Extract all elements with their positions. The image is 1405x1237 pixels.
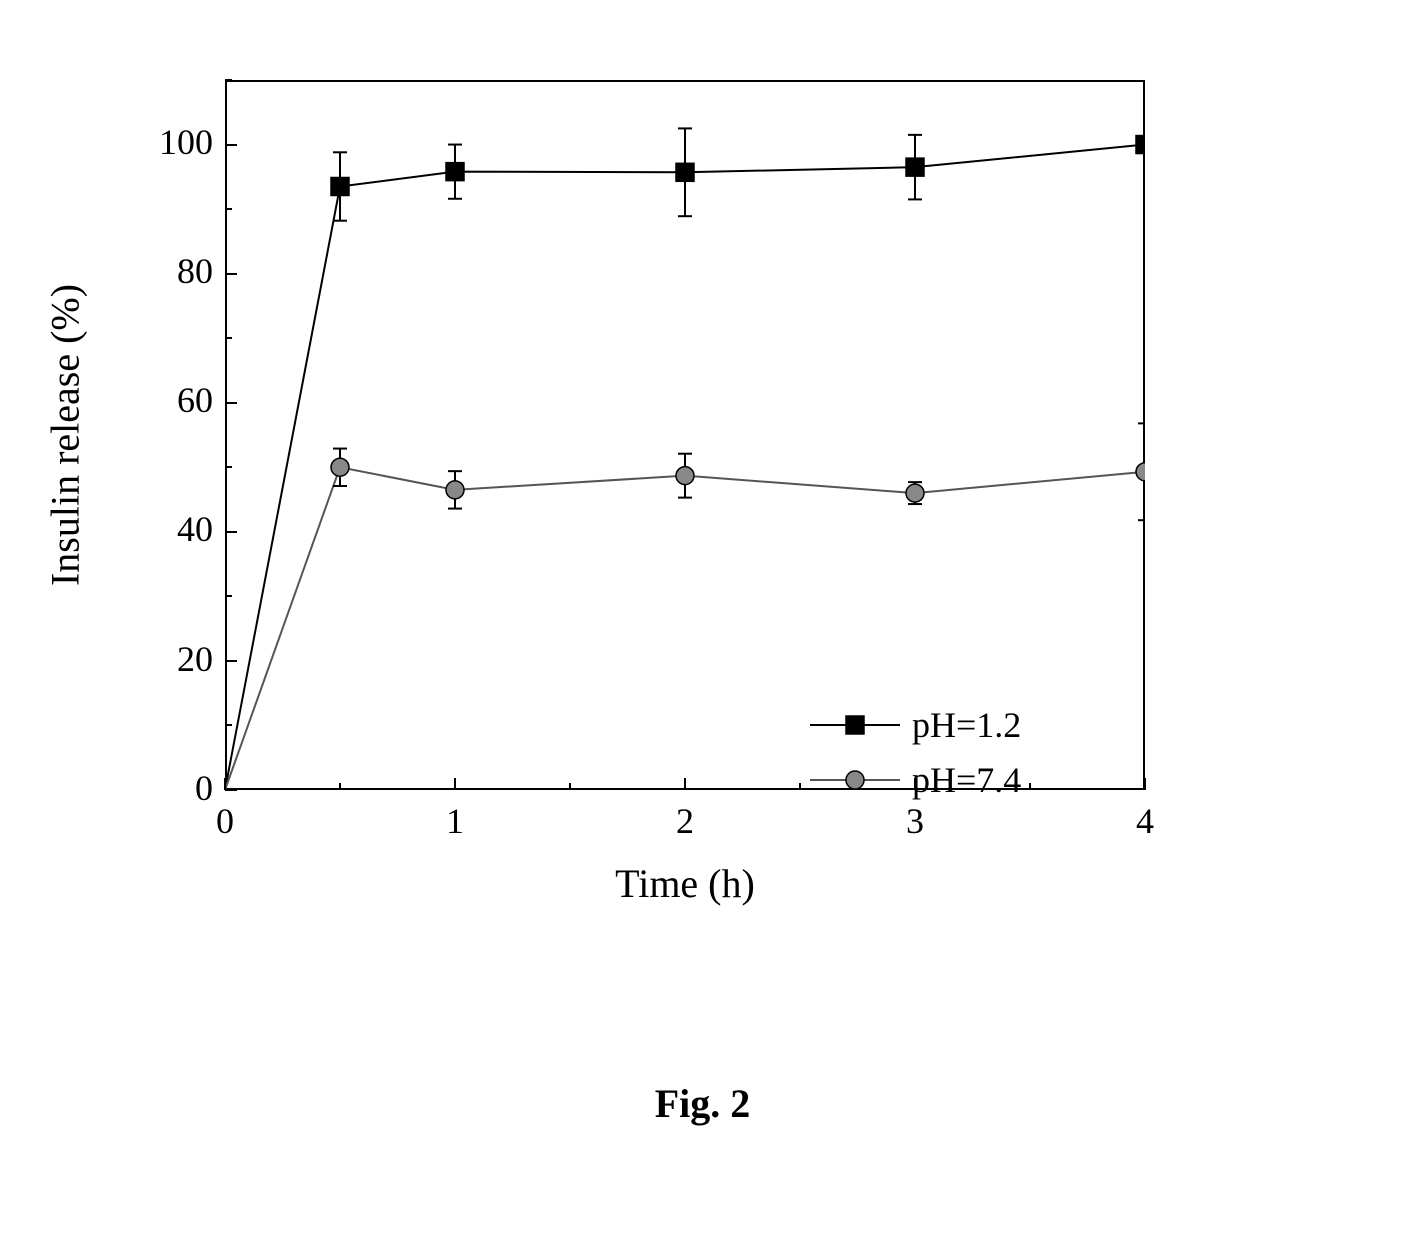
data-point-marker — [906, 484, 924, 502]
x-tick-label: 1 — [415, 800, 495, 842]
legend-label: pH=7.4 — [912, 759, 1021, 801]
axis-tick-major — [225, 789, 237, 791]
axis-tick-major — [454, 778, 456, 790]
x-axis-label: Time (h) — [615, 860, 755, 907]
plot-area — [225, 80, 1145, 790]
axis-tick-minor — [225, 724, 232, 726]
data-point-marker — [1136, 463, 1145, 481]
y-tick-label: 0 — [113, 767, 213, 809]
axis-tick-minor — [225, 595, 232, 597]
data-point-marker — [331, 178, 349, 196]
axis-tick-major — [225, 144, 237, 146]
axis-tick-minor — [339, 783, 341, 790]
axis-tick-minor — [799, 783, 801, 790]
plot-svg — [225, 80, 1145, 790]
y-tick-label: 40 — [113, 508, 213, 550]
x-tick-label: 3 — [875, 800, 955, 842]
data-point-marker — [1136, 136, 1145, 154]
x-tick-label: 2 — [645, 800, 725, 842]
axis-tick-major — [225, 402, 237, 404]
axis-tick-major — [1144, 778, 1146, 790]
axis-tick-minor — [225, 79, 232, 81]
y-tick-label: 100 — [113, 121, 213, 163]
data-point-marker — [446, 481, 464, 499]
axis-tick-minor — [569, 783, 571, 790]
y-tick-label: 60 — [113, 379, 213, 421]
legend-swatch — [810, 760, 900, 800]
legend-swatch — [810, 705, 900, 745]
data-point-marker — [906, 158, 924, 176]
legend-row: pH=1.2 — [810, 700, 1021, 750]
legend: pH=1.2 pH=7.4 — [810, 700, 1120, 830]
legend-label: pH=1.2 — [912, 704, 1021, 746]
axis-tick-major — [684, 778, 686, 790]
axis-tick-major — [225, 531, 237, 533]
data-point-marker — [676, 163, 694, 181]
axis-tick-minor — [225, 337, 232, 339]
x-tick-label: 4 — [1105, 800, 1185, 842]
axis-tick-minor — [225, 466, 232, 468]
y-tick-label: 20 — [113, 638, 213, 680]
data-point-marker — [446, 163, 464, 181]
figure-caption: Fig. 2 — [0, 1080, 1405, 1127]
figure-page: Insulin release (%) Time (h) Fig. 2 pH=1… — [0, 0, 1405, 1237]
axis-tick-minor — [225, 208, 232, 210]
y-tick-label: 80 — [113, 250, 213, 292]
legend-row: pH=7.4 — [810, 755, 1021, 805]
axis-tick-major — [225, 660, 237, 662]
data-point-marker — [331, 458, 349, 476]
data-point-marker — [676, 467, 694, 485]
y-axis-label: Insulin release (%) — [42, 284, 89, 586]
axis-tick-major — [225, 273, 237, 275]
